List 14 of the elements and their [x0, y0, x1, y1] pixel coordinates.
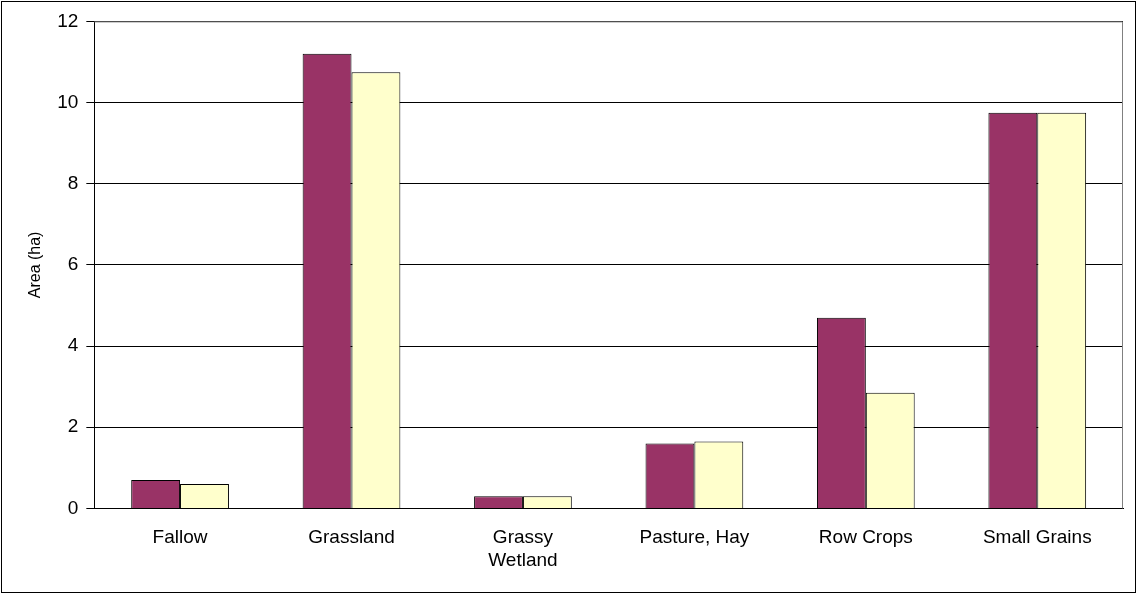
y-tick-label: 4 [67, 334, 79, 356]
y-tick-label: 6 [67, 253, 79, 275]
y-tick-label: 2 [67, 415, 79, 437]
x-tick-label: Small Grains [982, 526, 1092, 548]
x-tick-label: Row Crops [818, 526, 913, 548]
x-tick-label: Fallow [152, 526, 208, 548]
x-tick-label: Pasture, Hay [639, 526, 750, 548]
y-tick-label: 8 [67, 171, 79, 193]
y-tick-label: 10 [57, 90, 79, 112]
y-axis-title: Area (ha) [26, 231, 44, 299]
x-tick-label: Grassy Wetland [488, 526, 558, 570]
x-tick-label: Grassland [308, 526, 395, 548]
y-tick-label: 12 [57, 9, 79, 31]
y-tick-label: 0 [67, 496, 79, 518]
